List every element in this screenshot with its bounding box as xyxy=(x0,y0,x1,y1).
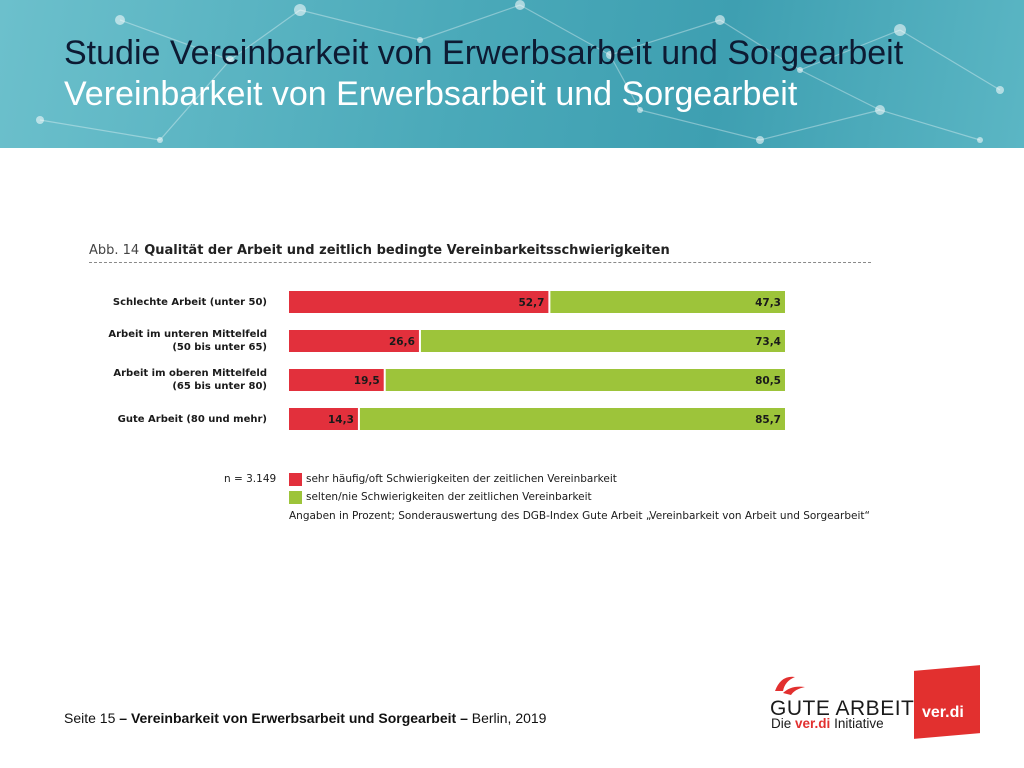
row-label: Arbeit im unteren Mittelfeld (50 bis unte… xyxy=(108,328,267,354)
bar-difficulties-rarely xyxy=(359,408,785,430)
legend-label-red: sehr häufig/oft Schwierigkeiten der zeit… xyxy=(306,473,617,485)
row-label-line: Arbeit im oberen Mittelfeld xyxy=(113,368,267,379)
legend-swatch-red xyxy=(289,473,302,486)
verdi-logo xyxy=(914,665,980,739)
bar-value-label: 14,3 xyxy=(328,414,354,426)
verdi-logo-text: ver.di xyxy=(922,704,964,721)
bar-difficulties-rarely xyxy=(550,291,785,313)
footer-dash: – xyxy=(460,710,468,726)
gute-arbeit-logo-mark xyxy=(775,676,805,695)
bar-value-label: 52,7 xyxy=(518,297,544,309)
bar-value-label: 19,5 xyxy=(354,375,380,387)
gute-sub-suffix: Initiative xyxy=(834,716,884,731)
page-subtitle: Vereinbarkeit von Erwerbsarbeit und Sorg… xyxy=(64,75,798,113)
row-label-line: Schlechte Arbeit (unter 50) xyxy=(112,296,267,308)
bar-value-label: 80,5 xyxy=(755,375,781,387)
bar-difficulties-often xyxy=(289,369,384,391)
footer: Seite 15 – Vereinbarkeit von Erwerbsarbe… xyxy=(64,710,546,726)
bar-difficulties-often xyxy=(289,408,358,430)
footer-dash: – xyxy=(119,710,128,726)
bar-difficulties-rarely xyxy=(420,330,785,352)
figure-label: Abb. 14 xyxy=(89,243,140,258)
row-label: Gute Arbeit (80 und mehr) xyxy=(118,413,267,426)
gute-sub-brand: ver.di xyxy=(795,716,831,731)
page-title: Studie Vereinbarkeit von Erwerbsarbeit u… xyxy=(64,34,904,72)
chart-title: Qualität der Arbeit und zeitlich bedingt… xyxy=(144,243,670,258)
chart-note: Angaben in Prozent; Sonderauswertung des… xyxy=(289,510,870,522)
legend-swatch-green xyxy=(289,491,302,504)
bar-value-label: 26,6 xyxy=(389,336,415,348)
gute-sub-prefix: Die xyxy=(771,716,792,731)
caption-divider xyxy=(89,262,871,263)
row-label-line: (65 bis unter 80) xyxy=(172,381,267,392)
network-graphic xyxy=(36,0,1004,144)
gute-arbeit-subline: Die ver.di Initiative xyxy=(771,716,884,731)
bar-difficulties-often xyxy=(289,330,419,352)
sample-size: n = 3.149 xyxy=(224,473,277,485)
row-label-line: Arbeit im unteren Mittelfeld xyxy=(108,329,267,340)
header-banner: Studie Vereinbarkeit von Erwerbsarbeit u… xyxy=(0,0,1024,148)
row-label: Arbeit im oberen Mittelfeld (65 bis unter… xyxy=(113,367,267,393)
footer-place-year: Berlin, 2019 xyxy=(471,710,547,726)
bar-value-label: 85,7 xyxy=(755,414,781,426)
legend-label-green: selten/nie Schwierigkeiten der zeitliche… xyxy=(306,491,592,503)
bar-value-label: 73,4 xyxy=(755,336,781,348)
gute-arbeit-logo: GUTE ARBEIT xyxy=(770,697,915,720)
footer-topic: Vereinbarkeit von Erwerbsarbeit und Sorg… xyxy=(130,710,457,726)
row-label: Schlechte Arbeit (unter 50) xyxy=(113,296,267,309)
page-number: Seite 15 xyxy=(64,710,116,726)
row-label-line: (50 bis unter 65) xyxy=(172,342,267,353)
bar-value-label: 47,3 xyxy=(755,297,781,309)
bar-difficulties-often xyxy=(289,291,549,313)
row-label-line: Gute Arbeit (80 und mehr) xyxy=(117,413,267,425)
bar-difficulties-rarely xyxy=(385,369,785,391)
figure-caption: Abb. 14 Qualität der Arbeit und zeitlich … xyxy=(89,243,670,258)
